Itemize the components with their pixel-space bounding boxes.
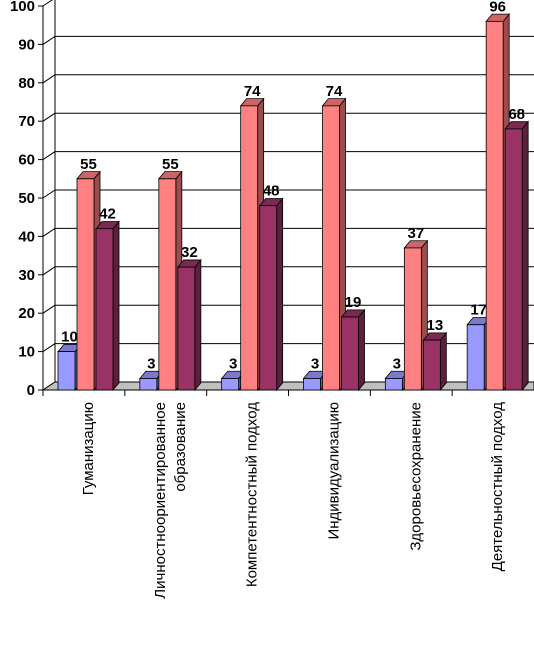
x-tick-label: Здоровьесохранение (407, 402, 424, 551)
bar-side (276, 197, 284, 392)
x-tick-label-line: Индивидуализацию (325, 402, 342, 540)
data-label: 55 (162, 156, 179, 173)
y-tick-label: 30 (18, 267, 35, 284)
grid-diagonal (42, 74, 56, 84)
grid-diagonal (42, 35, 56, 45)
x-tick-label-line: Компетентностный подход (244, 402, 261, 587)
data-label: 3 (229, 355, 237, 372)
data-label: 13 (426, 317, 443, 334)
bar (177, 266, 196, 391)
data-label: 42 (99, 206, 116, 223)
grid-lines (42, 0, 534, 391)
data-label: 48 (263, 183, 280, 200)
data-label: 10 (61, 329, 78, 346)
bar (504, 128, 523, 391)
y-tick-label: 20 (18, 305, 35, 322)
y-tick-label: 60 (18, 152, 35, 169)
y-tick-label: 80 (18, 75, 35, 92)
x-tick-label-line: Деятельностный подход (489, 402, 506, 572)
data-label: 96 (489, 0, 506, 15)
category-labels: Гуманизацию Личностноориентированное образ… (80, 402, 506, 599)
bar (303, 378, 321, 391)
plot-back-wall (55, 0, 534, 382)
x-tick-label-line: Здоровьесохранение (407, 402, 424, 551)
y-tick-label: 10 (18, 344, 35, 361)
bar (322, 105, 340, 391)
bar (384, 378, 403, 391)
grid-diagonal (42, 189, 56, 199)
bar-side (521, 120, 529, 392)
data-label: 19 (345, 294, 362, 311)
grid-diagonal (42, 151, 56, 161)
data-label: 32 (181, 244, 198, 261)
grid-diagonal (42, 112, 56, 122)
x-tick-label: Деятельностный подход (489, 402, 506, 572)
data-label: 68 (508, 106, 525, 123)
x-tick-label: Личностноориентированное образование (152, 402, 189, 599)
x-tick-label-line: образование (172, 402, 189, 492)
data-label: 3 (311, 355, 319, 372)
y-tick-label: 70 (18, 113, 35, 130)
grid-diagonal (42, 304, 56, 314)
grid-diagonal (42, 227, 56, 237)
bar (422, 339, 441, 391)
data-labels: 10 55 42 3 55 32 3 74 48 3 74 19 3 37 13 17 96 68 (61, 0, 525, 372)
y-tick-label: 40 (18, 228, 35, 245)
bar (403, 247, 422, 391)
bar-side (112, 220, 120, 392)
bar-side (194, 258, 202, 392)
bars (57, 13, 530, 392)
data-label: 37 (407, 225, 424, 242)
y-tick-label: 0 (27, 382, 35, 399)
data-label: 3 (393, 355, 401, 372)
y-tick-label: 50 (18, 190, 35, 207)
bar-side (358, 308, 365, 392)
x-tick-label: Гуманизацию (80, 402, 97, 495)
bar (466, 324, 485, 391)
x-tick-label-line: Гуманизацию (80, 402, 97, 495)
bar (341, 316, 359, 391)
y-tick-label: 100 (10, 0, 35, 15)
grid-diagonal (42, 343, 56, 353)
data-label: 17 (470, 302, 487, 319)
bar (158, 178, 177, 391)
data-label: 55 (80, 156, 97, 173)
bar (259, 205, 278, 391)
bar (95, 228, 114, 391)
data-label: 74 (326, 83, 343, 100)
bar (139, 378, 158, 391)
x-tick-label: Индивидуализацию (325, 402, 342, 540)
bar (221, 378, 240, 391)
y-tick-label: 90 (18, 36, 35, 53)
grid-diagonal (42, 266, 56, 276)
grid-diagonal (42, 0, 53, 7)
bar (240, 105, 259, 391)
data-label: 74 (244, 83, 261, 100)
bar (76, 178, 95, 391)
data-label: 3 (147, 355, 155, 372)
bar (57, 351, 76, 391)
x-tick-label-line: Личностноориентированное (152, 402, 169, 599)
bar (485, 20, 504, 391)
x-tick-label: Компетентностный подход (244, 402, 261, 587)
bar-side (439, 331, 447, 392)
